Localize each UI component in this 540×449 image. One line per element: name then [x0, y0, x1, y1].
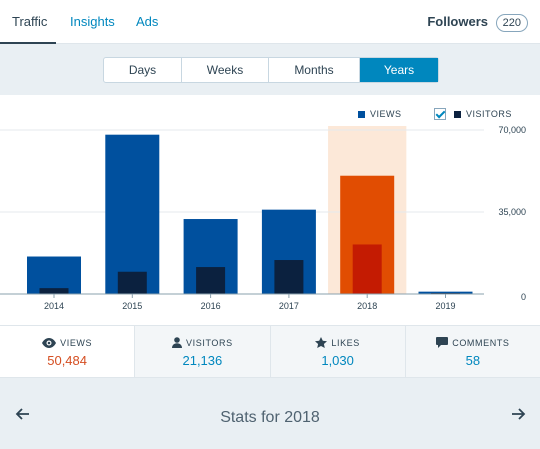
bar-visitors-2018: [352, 244, 382, 294]
stat-tab-views[interactable]: VIEWS 50,484: [0, 326, 136, 377]
bar-views-2019: [418, 291, 473, 294]
period-segmented-control: Days Weeks Months Years: [103, 57, 439, 83]
active-tab-underline: [0, 42, 56, 44]
x-tick-label-2018: 2018: [357, 301, 377, 311]
x-tick-label-2015: 2015: [122, 301, 142, 311]
y-tick-label: 0: [521, 292, 526, 302]
stat-tab-likes[interactable]: LIKES 1,030: [271, 326, 406, 377]
person-icon: [172, 337, 183, 348]
legend-visitors-label: VISITORS: [466, 109, 512, 119]
period-weeks-button[interactable]: Weeks: [182, 58, 269, 82]
stat-visitors-value: 21,136: [182, 353, 223, 368]
bar-visitors-2014: [39, 288, 69, 294]
period-days-button[interactable]: Days: [104, 58, 182, 82]
top-nav: Traffic Insights Ads Followers 220: [0, 0, 540, 44]
period-navigation: Stats for 2018: [0, 378, 540, 449]
stats-summary: VIEWS 50,484 VISITORS 21,136 LIKES 1,030…: [0, 325, 540, 378]
bar-chart: 2014 2015 2016 2017 2018 2019 70,000 35,000 0: [0, 125, 526, 311]
stat-views-label: VIEWS: [60, 338, 93, 348]
bar-visitors-2016: [196, 267, 226, 294]
comment-icon: [436, 337, 449, 348]
arrow-left-icon[interactable]: [13, 404, 33, 424]
period-years-button[interactable]: Years: [360, 58, 438, 82]
stat-comments-heading: COMMENTS: [406, 336, 540, 350]
star-icon: [315, 337, 328, 348]
stats-period-title: Stats for 2018: [220, 409, 320, 426]
arrow-right-icon[interactable]: [508, 404, 528, 424]
bar-views-2015: [105, 134, 160, 294]
stat-tab-comments[interactable]: COMMENTS 58: [406, 326, 540, 377]
followers-link[interactable]: Followers 220: [427, 0, 528, 44]
x-tick-label-2014: 2014: [44, 301, 64, 311]
visitors-checkbox[interactable]: [434, 108, 446, 120]
period-selector-bar: Days Weeks Months Years: [0, 44, 540, 95]
stat-likes-heading: LIKES: [271, 336, 405, 350]
legend-views: VIEWS: [358, 105, 402, 123]
legend-views-label: VIEWS: [370, 109, 402, 119]
legend-visitors: VISITORS: [454, 105, 512, 123]
x-tick-label-2017: 2017: [279, 301, 299, 311]
stat-visitors-heading: VISITORS: [135, 336, 269, 350]
chart-panel: VIEWS VISITORS 2014 2015 2016 2017 2018 2019 7…: [0, 95, 540, 325]
stat-likes-value: 1,030: [321, 353, 354, 368]
legend-views-swatch: [358, 111, 365, 119]
bar-visitors-2015: [117, 271, 147, 294]
legend-visitors-swatch: [454, 111, 461, 119]
tab-traffic[interactable]: Traffic: [12, 14, 48, 29]
period-months-button[interactable]: Months: [269, 58, 360, 82]
eye-icon: [42, 338, 57, 348]
tab-insights[interactable]: Insights: [70, 14, 115, 29]
chart-legend: VIEWS VISITORS: [358, 105, 528, 123]
bar-visitors-2017: [274, 260, 304, 294]
stat-views-heading: VIEWS: [0, 336, 134, 350]
stat-views-value: 50,484: [47, 353, 87, 368]
stat-comments-label: COMMENTS: [452, 338, 510, 348]
tab-ads[interactable]: Ads: [136, 14, 159, 29]
stat-likes-label: LIKES: [331, 338, 360, 348]
x-tick-label-2016: 2016: [201, 301, 221, 311]
x-tick-label-2019: 2019: [435, 301, 455, 311]
bar-views-2014: [27, 256, 81, 294]
stat-visitors-label: VISITORS: [186, 338, 233, 348]
y-tick-label: 35,000: [498, 207, 526, 217]
followers-count-badge: 220: [495, 13, 528, 32]
stat-comments-value: 58: [465, 353, 481, 368]
stat-tab-visitors[interactable]: VISITORS 21,136: [135, 326, 271, 377]
followers-label: Followers: [427, 14, 489, 29]
y-tick-label: 70,000: [498, 125, 526, 135]
